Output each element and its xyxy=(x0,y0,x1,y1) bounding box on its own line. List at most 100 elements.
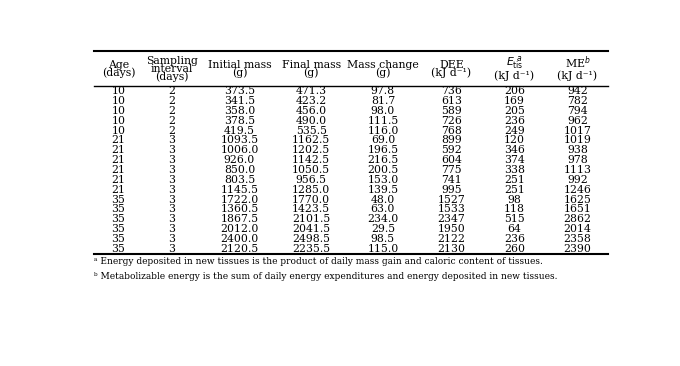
Text: 1722.0: 1722.0 xyxy=(220,195,258,205)
Text: (days): (days) xyxy=(155,71,188,82)
Text: 234.0: 234.0 xyxy=(367,214,398,224)
Text: 3: 3 xyxy=(169,224,175,234)
Text: 2120.5: 2120.5 xyxy=(220,244,258,254)
Text: 1145.5: 1145.5 xyxy=(220,185,258,195)
Text: 3: 3 xyxy=(169,244,175,254)
Text: 2390: 2390 xyxy=(564,244,592,254)
Text: 768: 768 xyxy=(441,126,462,135)
Text: 3: 3 xyxy=(169,214,175,224)
Text: 899: 899 xyxy=(441,135,462,145)
Text: 98.5: 98.5 xyxy=(371,234,395,244)
Text: 2122: 2122 xyxy=(437,234,465,244)
Text: 2235.5: 2235.5 xyxy=(292,244,330,254)
Text: 2101.5: 2101.5 xyxy=(292,214,330,224)
Text: 736: 736 xyxy=(441,86,462,96)
Text: 251: 251 xyxy=(504,175,525,185)
Text: 35: 35 xyxy=(112,195,125,205)
Text: 926.0: 926.0 xyxy=(224,155,255,165)
Text: 3: 3 xyxy=(169,234,175,244)
Text: 995: 995 xyxy=(441,185,462,195)
Text: 98.0: 98.0 xyxy=(371,106,395,116)
Text: 471.3: 471.3 xyxy=(296,86,326,96)
Text: 3: 3 xyxy=(169,185,175,195)
Text: 116.0: 116.0 xyxy=(367,126,398,135)
Text: Mass change: Mass change xyxy=(347,60,419,70)
Text: 338: 338 xyxy=(504,165,525,175)
Text: Final mass: Final mass xyxy=(282,60,341,70)
Text: 962: 962 xyxy=(567,116,588,126)
Text: 3: 3 xyxy=(169,175,175,185)
Text: 373.5: 373.5 xyxy=(224,86,255,96)
Text: 1162.5: 1162.5 xyxy=(292,135,330,145)
Text: 456.0: 456.0 xyxy=(296,106,326,116)
Text: 592: 592 xyxy=(441,145,462,155)
Text: 358.0: 358.0 xyxy=(224,106,255,116)
Text: 978: 978 xyxy=(567,155,588,165)
Text: 21: 21 xyxy=(112,185,125,195)
Text: 419.5: 419.5 xyxy=(224,126,255,135)
Text: 3: 3 xyxy=(169,135,175,145)
Text: 942: 942 xyxy=(567,86,588,96)
Text: 1142.5: 1142.5 xyxy=(292,155,330,165)
Text: 153.0: 153.0 xyxy=(367,175,398,185)
Text: 1017: 1017 xyxy=(564,126,592,135)
Text: 35: 35 xyxy=(112,214,125,224)
Text: 249: 249 xyxy=(504,126,525,135)
Text: 120: 120 xyxy=(504,135,525,145)
Text: 200.5: 200.5 xyxy=(367,165,398,175)
Text: DEE: DEE xyxy=(439,60,464,70)
Text: 2012.0: 2012.0 xyxy=(220,224,258,234)
Text: 346: 346 xyxy=(504,145,525,155)
Text: 374: 374 xyxy=(504,155,525,165)
Text: 1246: 1246 xyxy=(564,185,592,195)
Text: 1360.5: 1360.5 xyxy=(220,205,258,214)
Text: 21: 21 xyxy=(112,165,125,175)
Text: 10: 10 xyxy=(112,116,125,126)
Text: 236: 236 xyxy=(504,234,525,244)
Text: 613: 613 xyxy=(441,96,462,106)
Text: 118: 118 xyxy=(504,205,525,214)
Text: 1006.0: 1006.0 xyxy=(220,145,258,155)
Text: 992: 992 xyxy=(567,175,588,185)
Text: 2: 2 xyxy=(169,116,175,126)
Text: 97.8: 97.8 xyxy=(371,86,395,96)
Text: 205: 205 xyxy=(504,106,525,116)
Text: 2: 2 xyxy=(169,106,175,116)
Text: 1093.5: 1093.5 xyxy=(220,135,258,145)
Text: 111.5: 111.5 xyxy=(367,116,398,126)
Text: interval: interval xyxy=(151,64,193,74)
Text: 604: 604 xyxy=(441,155,462,165)
Text: 3: 3 xyxy=(169,205,175,214)
Text: 10: 10 xyxy=(112,96,125,106)
Text: 490.0: 490.0 xyxy=(296,116,326,126)
Text: 3: 3 xyxy=(169,195,175,205)
Text: 2: 2 xyxy=(169,126,175,135)
Text: 196.5: 196.5 xyxy=(367,145,398,155)
Text: (days): (days) xyxy=(101,67,135,78)
Text: 1423.5: 1423.5 xyxy=(292,205,330,214)
Text: 35: 35 xyxy=(112,224,125,234)
Text: 775: 775 xyxy=(441,165,462,175)
Text: 21: 21 xyxy=(112,175,125,185)
Text: (g): (g) xyxy=(232,67,247,78)
Text: 2862: 2862 xyxy=(564,214,592,224)
Text: 1533: 1533 xyxy=(437,205,465,214)
Text: 236: 236 xyxy=(504,116,525,126)
Text: 2014: 2014 xyxy=(564,224,592,234)
Text: 1867.5: 1867.5 xyxy=(220,214,258,224)
Text: 1625: 1625 xyxy=(564,195,592,205)
Text: 378.5: 378.5 xyxy=(224,116,255,126)
Text: 850.0: 850.0 xyxy=(224,165,255,175)
Text: 1950: 1950 xyxy=(437,224,465,234)
Text: 1527: 1527 xyxy=(437,195,465,205)
Text: 782: 782 xyxy=(567,96,588,106)
Text: 803.5: 803.5 xyxy=(224,175,255,185)
Text: 535.5: 535.5 xyxy=(296,126,326,135)
Text: 169: 169 xyxy=(504,96,525,106)
Text: (g): (g) xyxy=(303,67,319,78)
Text: Age: Age xyxy=(108,60,129,70)
Text: 956.5: 956.5 xyxy=(296,175,326,185)
Text: 3: 3 xyxy=(169,155,175,165)
Text: 2041.5: 2041.5 xyxy=(292,224,330,234)
Text: 35: 35 xyxy=(112,205,125,214)
